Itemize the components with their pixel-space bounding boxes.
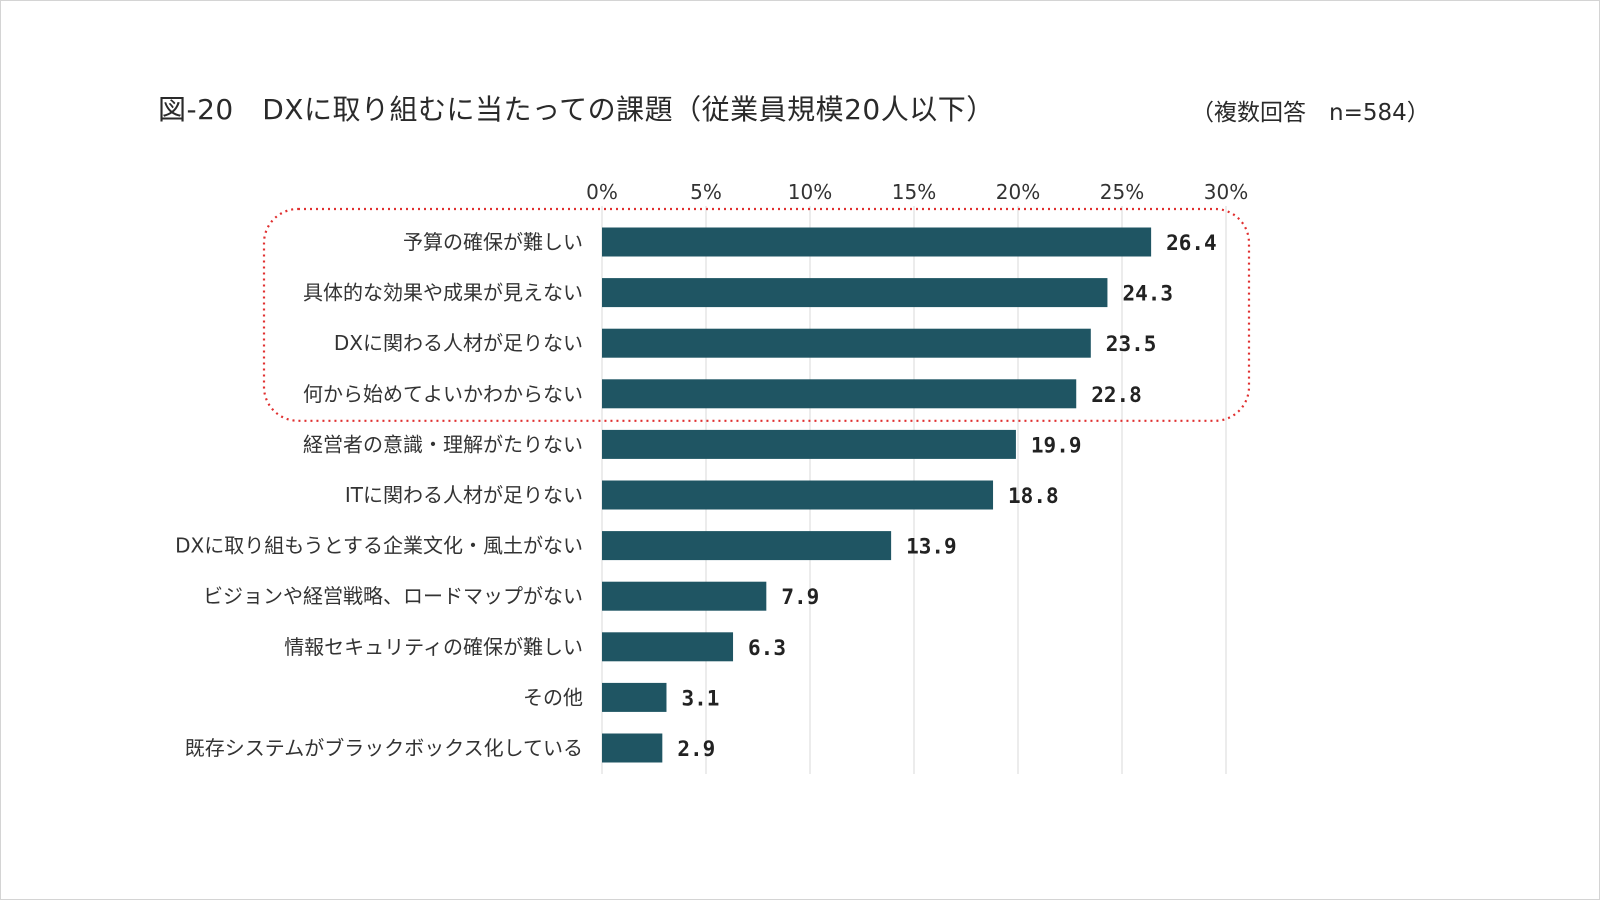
value-label: 18.8	[1008, 484, 1059, 508]
highlight-box	[262, 207, 1251, 422]
category-label: 具体的な効果や成果が見えない	[303, 281, 583, 305]
bar	[602, 480, 994, 510]
bar	[602, 632, 734, 662]
x-tick-label: 5%	[690, 180, 722, 204]
category-label: 情報セキュリティの確保が難しい	[284, 635, 583, 659]
chart-title: 図-20 DXに取り組むに当たっての課題（従業員規模20人以下）	[158, 93, 995, 126]
x-tick-label: 20%	[996, 180, 1040, 204]
value-label: 24.3	[1122, 282, 1173, 306]
value-label: 23.5	[1106, 332, 1157, 356]
bar	[602, 682, 667, 712]
value-label: 7.9	[781, 585, 819, 609]
bar	[602, 581, 767, 611]
bar	[602, 429, 1016, 459]
bar	[602, 227, 1152, 257]
x-tick-label: 25%	[1100, 180, 1144, 204]
category-label: ITに関わる人材が足りない	[345, 483, 583, 507]
category-label: 経営者の意識・理解がたりない	[303, 432, 583, 456]
x-tick-label: 0%	[586, 180, 618, 204]
value-label: 3.1	[681, 686, 719, 710]
value-label: 22.8	[1091, 383, 1142, 407]
x-tick-label: 30%	[1204, 180, 1248, 204]
category-label: ビジョンや経営戦略、ロードマップがない	[203, 584, 583, 608]
bar	[602, 379, 1077, 409]
bar	[602, 733, 663, 763]
value-label: 13.9	[906, 535, 957, 559]
category-label: 既存システムがブラックボックス化している	[185, 736, 583, 760]
x-tick-label: 15%	[892, 180, 936, 204]
bar	[602, 531, 892, 561]
value-label: 19.9	[1031, 433, 1082, 457]
bar	[602, 278, 1108, 308]
category-label: DXに関わる人材が足りない	[334, 331, 583, 355]
x-tick-label: 10%	[788, 180, 832, 204]
value-label: 26.4	[1166, 231, 1217, 255]
category-label: 何から始めてよいかわからない	[303, 382, 583, 406]
category-label: その他	[523, 685, 583, 709]
category-label: DXに取り組もうとする企業文化・風土がない	[175, 534, 583, 558]
value-label: 6.3	[748, 636, 786, 660]
sample-note: （複数回答 n=584）	[1191, 100, 1430, 126]
category-label: 予算の確保が難しい	[403, 230, 583, 254]
bar	[602, 328, 1091, 358]
value-label: 2.9	[677, 737, 715, 761]
